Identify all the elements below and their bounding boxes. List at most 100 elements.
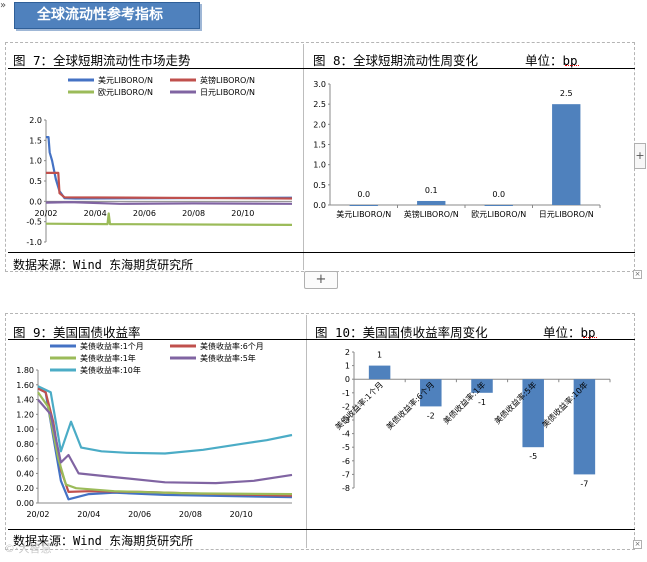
fig8-chart: 3.0 2.5 2.0 1.5 1.0 0.5 0.0 0.0 美元LIBORO/N 0.1 英镑L… (313, 80, 601, 219)
banner-title: 全球流动性参考指标 (14, 2, 200, 29)
series-line-5 (37, 385, 293, 455)
y-tick-label: 0.60 (16, 455, 34, 464)
x-tick-label: 20/08 (182, 209, 205, 218)
bar (471, 379, 493, 393)
x-tick-label: 20/10 (231, 209, 254, 218)
x-tick-label: 20/10 (230, 510, 253, 519)
y-tick-label: -8 (342, 484, 350, 493)
category-label: 欧元LIBORO/N (471, 209, 526, 219)
y-tick-label: -1.0 (26, 238, 42, 247)
y-tick-label: 0.40 (16, 469, 34, 478)
fig8-unit-squiggle (565, 64, 579, 66)
series-line-2 (46, 171, 293, 200)
resize-handle-top[interactable]: × (633, 270, 642, 279)
y-tick-label: -2 (342, 402, 350, 411)
x-tick-label: 20/02 (34, 209, 57, 218)
y-tick-label: 1 (345, 362, 350, 371)
bar (484, 205, 513, 206)
series-line-4 (45, 201, 293, 205)
series-line-1 (46, 136, 293, 200)
data-label: 1 (377, 351, 382, 360)
legend-label: 美债收益率:10年 (80, 365, 141, 375)
y-tick-label: 0.80 (16, 440, 34, 449)
add-row-button[interactable]: + (304, 271, 338, 289)
legend-label: 欧元LIBORO/N (98, 87, 153, 97)
category-label: 英镑LIBORO/N (404, 209, 459, 219)
source-bottom: 数据来源：Wind 东海期货研究所 (13, 534, 194, 548)
y-tick-label: 1.0 (313, 161, 326, 170)
fig9-title: 图 9：美国国债收益率 (13, 325, 141, 340)
top-source-rule (8, 252, 635, 253)
fig7-title: 图 7：全球短期流动性市场走势 (13, 53, 191, 68)
y-tick-label: 1.80 (16, 366, 34, 375)
side-expand-button[interactable]: + (634, 143, 646, 169)
y-tick-label: 1.5 (29, 136, 42, 145)
bar (368, 365, 391, 380)
y-tick-label: 1.40 (16, 396, 34, 405)
y-tick-label: 0.0 (29, 197, 42, 206)
y-tick-label: 2 (345, 348, 350, 357)
y-tick-label: 0.00 (16, 499, 34, 508)
data-label: -7 (580, 479, 588, 488)
x-tick-label: 20/02 (26, 510, 49, 519)
source-top: 数据来源：Wind 东海期货研究所 (13, 258, 194, 272)
watermark: ©·大智慧 (4, 542, 52, 555)
y-tick-label: 1.5 (313, 141, 326, 150)
y-tick-label: 2.0 (313, 120, 326, 129)
fig10-unit-squiggle (583, 336, 597, 338)
data-label: 2.5 (560, 89, 573, 98)
category-label: 美元LIBORO/N (336, 209, 391, 219)
y-tick-label: 1.20 (16, 410, 34, 419)
legend-label: 美元LIBORO/N (98, 75, 153, 85)
data-label: -5 (529, 452, 537, 461)
bottom-column-divider (306, 315, 307, 548)
fig9-chart: 1.80 1.60 1.40 1.20 1.00 0.80 0.60 0.40 0.20 0.00… (16, 341, 293, 519)
legend-label: 日元LIBORO/N (200, 88, 255, 97)
y-tick-label: -3 (342, 416, 350, 425)
bar (349, 205, 378, 206)
y-tick-label: 0 (345, 375, 350, 384)
x-tick-label: 20/04 (84, 209, 107, 218)
fig10-unit: 单位：bp (543, 325, 596, 340)
bottom-header-rule (8, 339, 635, 340)
legend-label: 美债收益率:5年 (200, 353, 256, 363)
legend-label: 英镑LIBORO/N (200, 75, 255, 85)
fig8-unit: 单位：bp (525, 53, 578, 68)
y-tick-label: -6 (342, 457, 350, 466)
legend-label: 美债收益率:1个月 (80, 341, 144, 351)
series-line-3 (45, 212, 293, 226)
y-tick-label: 1.60 (16, 381, 34, 390)
top-header-rule (8, 68, 635, 69)
category-label: 美债收益率:1个月 (333, 380, 385, 432)
y-tick-label: 0.0 (313, 201, 326, 210)
y-tick-label: 0.20 (16, 484, 34, 493)
bar (417, 200, 446, 205)
y-tick-label: -5 (342, 443, 350, 452)
y-tick-label: -7 (342, 470, 350, 479)
legend-label: 美债收益率:6个月 (200, 341, 264, 351)
data-label: -1 (478, 398, 486, 407)
series-line-4 (37, 398, 293, 485)
top-column-divider (303, 44, 304, 270)
bar (420, 379, 442, 407)
fig8-title: 图 8：全球短期流动性周变化 (313, 53, 479, 68)
bar (552, 104, 581, 205)
bottom-table (5, 313, 635, 550)
x-tick-label: 20/06 (128, 510, 151, 519)
data-label: 0.0 (357, 190, 370, 199)
y-tick-label: 1.00 (16, 425, 34, 434)
data-label: 0.0 (492, 190, 505, 199)
x-tick-label: 20/06 (133, 209, 156, 218)
data-label: 0.1 (425, 186, 438, 195)
left-marker: » (0, 0, 7, 11)
y-tick-label: -4 (342, 430, 350, 439)
bar (573, 379, 596, 475)
fig10-title: 图 10：美国国债收益率周变化 (315, 325, 488, 340)
y-tick-label: 2.5 (313, 100, 326, 109)
bar (522, 379, 544, 448)
resize-handle-bottom[interactable]: × (633, 540, 642, 549)
data-label: -2 (427, 411, 435, 420)
y-tick-label: 0.5 (29, 177, 42, 186)
y-tick-label: 1.0 (29, 157, 42, 166)
